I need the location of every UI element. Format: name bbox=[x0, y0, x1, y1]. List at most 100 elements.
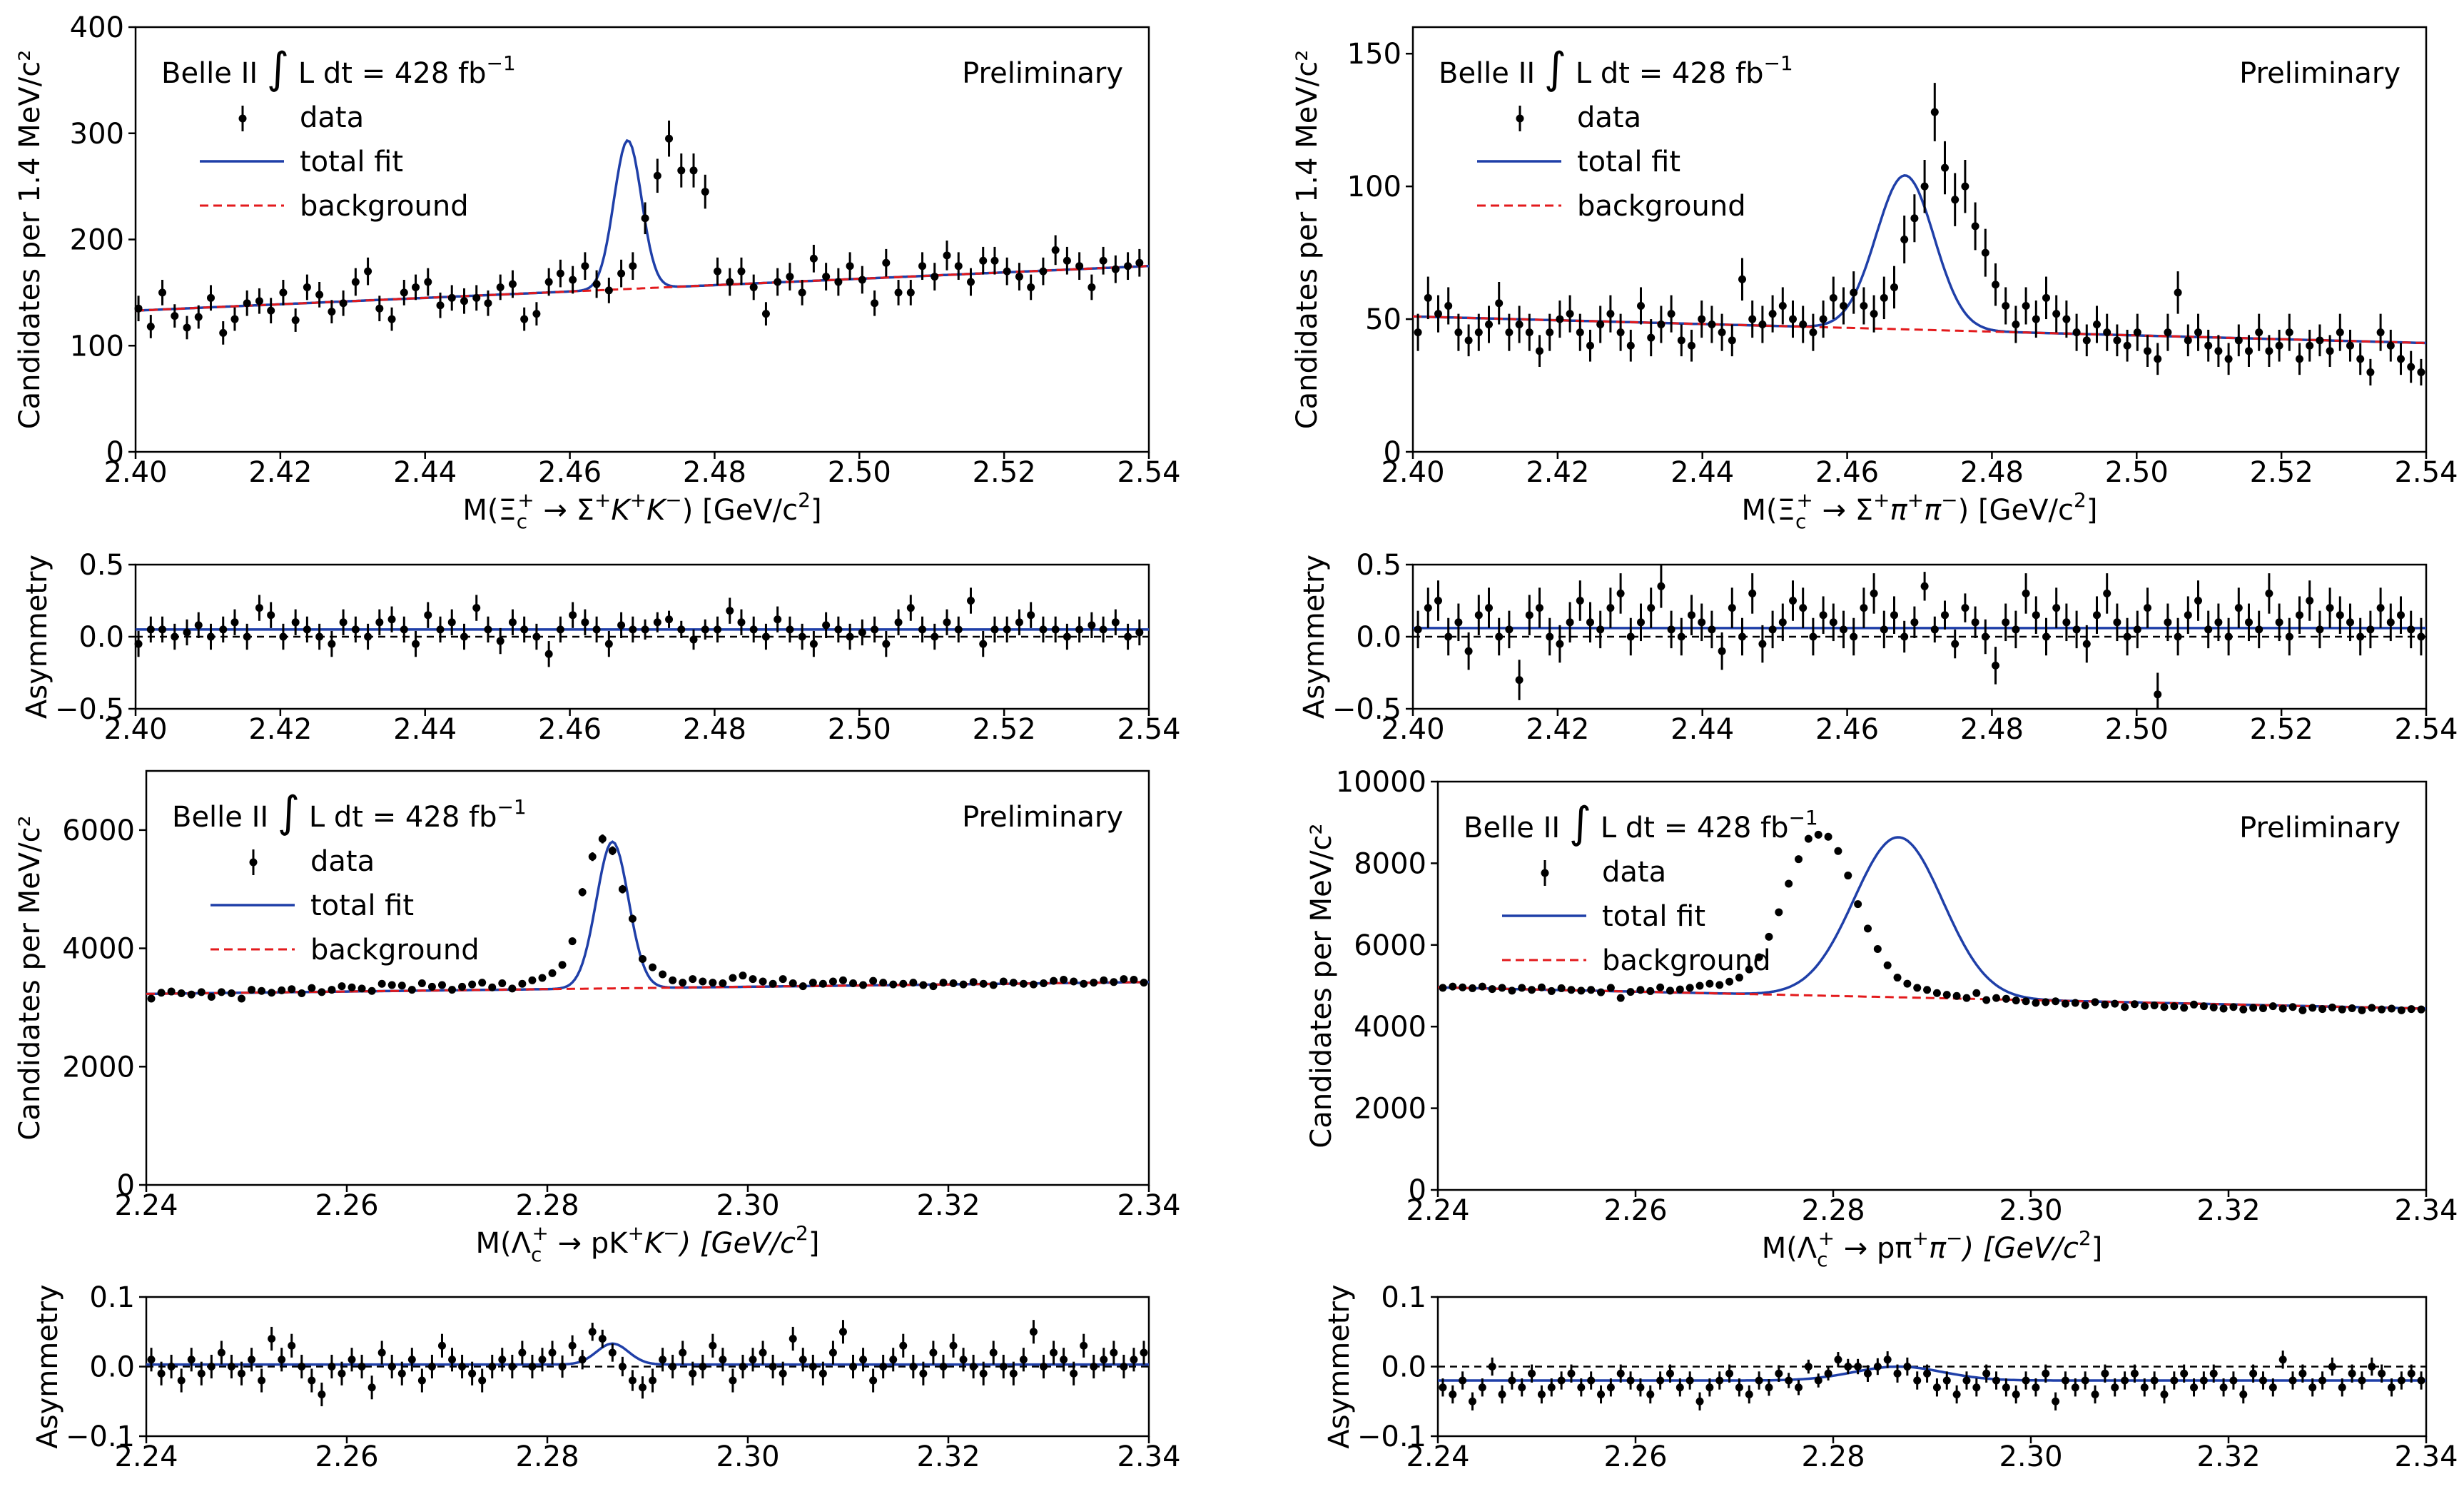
data-point bbox=[2255, 328, 2263, 337]
x-tick-label: 2.26 bbox=[1603, 1194, 1667, 1227]
data-point bbox=[1677, 336, 1685, 345]
x-tick-label: 2.54 bbox=[1117, 713, 1180, 746]
data-point bbox=[989, 1348, 998, 1357]
data-point bbox=[1626, 1376, 1635, 1385]
data-point bbox=[2101, 1369, 2109, 1378]
data-point bbox=[2012, 625, 2020, 634]
x-axis-label-part: 2 bbox=[2079, 1226, 2092, 1250]
data-point bbox=[1765, 932, 1773, 941]
legend-fit-label: total fit bbox=[1577, 146, 1680, 178]
data-point bbox=[1718, 647, 1726, 655]
data-point bbox=[2346, 618, 2354, 627]
data-point bbox=[318, 1390, 326, 1398]
y-tick-label: 10000 bbox=[1336, 766, 1426, 799]
data-point bbox=[749, 283, 758, 291]
data-point bbox=[822, 273, 831, 281]
data-point bbox=[699, 1363, 707, 1371]
data-point bbox=[569, 276, 577, 284]
x-tick-label: 2.32 bbox=[2196, 1194, 2260, 1227]
data-point bbox=[818, 1369, 827, 1378]
data-point bbox=[328, 640, 336, 648]
data-point bbox=[2326, 347, 2334, 355]
panel-lc-pkk-mass: 2.24 2.26 2.28 2.30 2.32 2.34 0 2000 4000 6000 Can… bbox=[14, 769, 1181, 1266]
data-point bbox=[2417, 1376, 2425, 1385]
data-point bbox=[2032, 1383, 2040, 1392]
data-point bbox=[556, 625, 564, 634]
data-point bbox=[653, 618, 661, 627]
data-point bbox=[412, 283, 420, 291]
data-point bbox=[2258, 1004, 2267, 1012]
data-point bbox=[1824, 832, 1832, 841]
x-axis-label-part: − bbox=[663, 1221, 679, 1245]
data-point bbox=[2052, 604, 2061, 612]
data-point bbox=[2397, 1006, 2405, 1014]
data-point bbox=[739, 1363, 747, 1371]
data-point bbox=[243, 632, 251, 641]
data-point bbox=[1920, 582, 1929, 590]
data-point bbox=[2072, 328, 2081, 337]
data-point bbox=[1718, 328, 1726, 337]
data-point bbox=[217, 988, 225, 996]
data-point bbox=[1880, 293, 1888, 302]
y-tick-label: 300 bbox=[70, 118, 124, 151]
data-point bbox=[2368, 1363, 2376, 1371]
y-tick-label: 0.5 bbox=[1356, 549, 1401, 582]
data-point bbox=[629, 262, 637, 271]
data-point bbox=[2338, 1383, 2346, 1392]
data-point bbox=[1587, 1376, 1596, 1385]
x-tick-label: 2.46 bbox=[1815, 456, 1879, 489]
legend-fit-label: total fit bbox=[310, 889, 414, 922]
data-point bbox=[1124, 632, 1132, 641]
y-tick-label: 0 bbox=[1384, 436, 1401, 469]
data-point bbox=[1748, 589, 1757, 597]
data-point bbox=[436, 301, 445, 310]
data-point bbox=[592, 280, 601, 288]
data-point bbox=[1537, 983, 1546, 991]
data-point bbox=[759, 1348, 767, 1357]
data-point bbox=[2190, 1383, 2199, 1392]
data-point bbox=[882, 640, 891, 648]
data-point bbox=[2328, 1003, 2336, 1011]
data-point bbox=[2378, 1005, 2386, 1014]
data-point bbox=[939, 1363, 948, 1371]
data-point bbox=[2032, 315, 2040, 323]
data-point bbox=[737, 267, 746, 276]
x-axis-label-part: → Σ bbox=[1813, 494, 1873, 527]
data-point bbox=[1547, 1383, 1556, 1392]
data-point bbox=[1932, 989, 1941, 997]
y-tick-label: 200 bbox=[70, 224, 124, 257]
data-point bbox=[308, 1376, 316, 1385]
data-point bbox=[999, 977, 1008, 986]
x-tick-label: 2.40 bbox=[103, 713, 167, 746]
data-point bbox=[248, 1356, 256, 1364]
data-point bbox=[2071, 999, 2079, 1007]
data-point bbox=[1454, 328, 1463, 337]
data-point bbox=[478, 979, 487, 987]
legend-data-label: data bbox=[1602, 856, 1666, 889]
data-point bbox=[2417, 1005, 2425, 1014]
data-point bbox=[318, 988, 326, 996]
data-point bbox=[726, 607, 734, 615]
data-point bbox=[1637, 618, 1645, 627]
data-point bbox=[1992, 994, 2001, 1002]
data-point bbox=[2103, 328, 2111, 337]
data-point bbox=[1814, 1376, 1822, 1385]
data-point bbox=[774, 278, 782, 286]
data-point bbox=[364, 267, 372, 276]
x-tick-label: 2.30 bbox=[1999, 1440, 2062, 1473]
data-point bbox=[1972, 1383, 1981, 1392]
legend-fit-label: total fit bbox=[300, 146, 403, 178]
data-point bbox=[1705, 1383, 1714, 1392]
data-point bbox=[157, 1369, 166, 1378]
data-point bbox=[1587, 986, 1596, 994]
data-point bbox=[1576, 597, 1584, 605]
data-point bbox=[1893, 1369, 1902, 1378]
data-point bbox=[809, 640, 818, 648]
data-point bbox=[1962, 994, 1971, 1002]
data-point bbox=[2249, 1004, 2258, 1012]
x-tick-label: 2.42 bbox=[248, 713, 312, 746]
data-point bbox=[1735, 1383, 1743, 1392]
data-point bbox=[1873, 945, 1882, 954]
data-point bbox=[1992, 1376, 2001, 1385]
data-point bbox=[598, 834, 607, 843]
